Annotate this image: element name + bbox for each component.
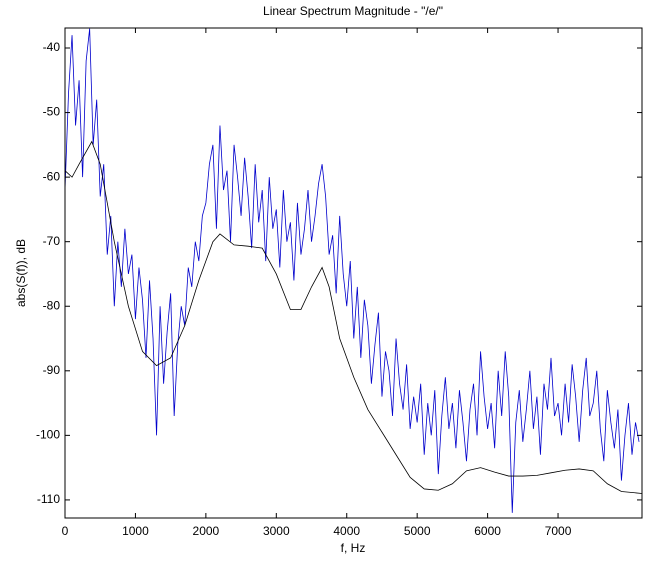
y-tick-label: -100 [36, 428, 60, 442]
x-tick-label: 3000 [263, 524, 290, 538]
plot-frame [64, 27, 643, 519]
x-tick-label: 0 [62, 524, 69, 538]
x-tick-label: 4000 [333, 524, 360, 538]
x-axis-label: f, Hz [341, 541, 366, 555]
y-tick-label: -80 [43, 298, 61, 312]
y-tick-label: -60 [43, 169, 61, 183]
series-line [64, 140, 643, 494]
y-tick-label: -40 [43, 40, 61, 54]
y-tick-label: -50 [43, 105, 61, 119]
x-tick-label: 5000 [404, 524, 431, 538]
x-tick-label: 7000 [545, 524, 572, 538]
y-tick-label: -70 [43, 234, 61, 248]
y-tick-label: -90 [43, 363, 61, 377]
y-axis-label: abs(S(f)), dB [14, 239, 28, 307]
chart-title: Linear Spectrum Magnitude - "/e/" [263, 4, 443, 18]
x-tick-label: 1000 [122, 524, 149, 538]
x-tick-label: 2000 [193, 524, 220, 538]
series-line [64, 28, 640, 513]
y-tick-label: -110 [37, 492, 60, 506]
x-tick-label: 6000 [474, 524, 501, 538]
